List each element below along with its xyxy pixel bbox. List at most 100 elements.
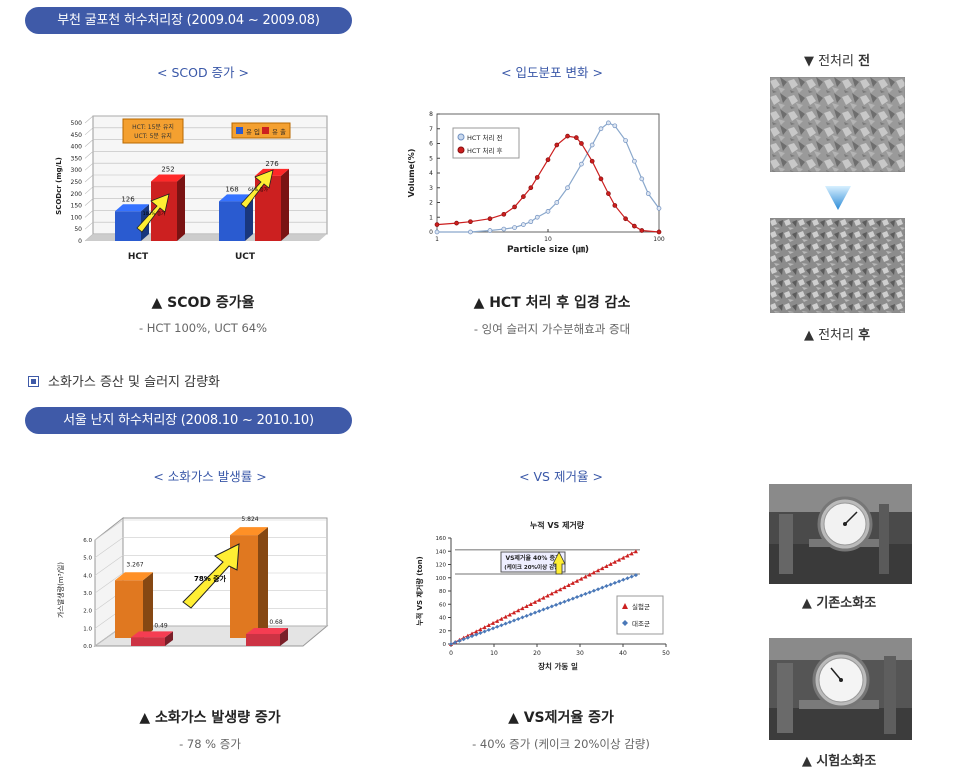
data-point [533, 599, 538, 604]
data-point [558, 601, 563, 606]
data-point [454, 220, 459, 226]
y-tick-label: 40 [439, 616, 446, 622]
data-point [575, 595, 580, 600]
annotation-line1: VS제거율 40% 증가 [505, 554, 561, 562]
photo-after-prefix: ▲ 전처리 [803, 328, 859, 343]
y-tick-label: 0 [429, 229, 433, 236]
y-tick-label: 0 [443, 642, 447, 648]
y-tick-label: 3.0 [83, 591, 92, 597]
bar-side [143, 572, 153, 638]
caption-scod-main: ▲ SCOD 증가율 [151, 295, 255, 311]
annotation-box [500, 551, 566, 573]
data-point [521, 222, 526, 227]
data-point [608, 561, 613, 566]
caption-vs-main: ▲ VS제거율 증가 [508, 710, 614, 726]
data-point [623, 138, 628, 143]
data-point [589, 142, 595, 148]
legend-label-ctrl: 대조군 [632, 620, 650, 628]
y-tick-label: 80 [439, 589, 446, 595]
data-point [487, 216, 493, 222]
data-point [545, 157, 551, 163]
grid-line-side [84, 139, 94, 147]
chart-scod-title: < SCOD 증가 > [157, 65, 249, 80]
digester-existing-caption: ▲ 기존소화조 [801, 596, 877, 611]
series-line [436, 135, 660, 233]
legend-swatch-outflow [262, 127, 269, 134]
data-point [554, 142, 560, 148]
x-tick-label: 30 [576, 650, 584, 657]
bar-side [258, 527, 268, 638]
data-point [465, 635, 470, 640]
data-point [558, 587, 563, 592]
digester-test-caption: ▲ 시험소화조 [801, 754, 877, 769]
data-point [600, 585, 605, 590]
grid-line-side [94, 519, 124, 541]
data-point [501, 211, 507, 217]
data-point [434, 229, 440, 235]
x-tick-label: 10 [544, 236, 552, 243]
legend-box [452, 127, 520, 159]
bar-value-label: 276 [265, 160, 279, 168]
x-axis-label: Particle size (㎛) [507, 245, 589, 255]
x-tick-label: 1 [435, 236, 439, 243]
legend-marker-before [457, 133, 465, 141]
data-point [570, 596, 575, 601]
bar-value-label: 5.824 [241, 516, 258, 523]
y-axis-label: Volume(%) [407, 149, 416, 198]
x-axis-label: 장치 가동 일 [538, 661, 578, 671]
data-point [633, 573, 638, 578]
grid-line-side [84, 233, 94, 242]
data-point [579, 161, 584, 167]
data-point [600, 566, 605, 571]
data-point [583, 591, 588, 596]
caption-gas: ▲ 소화가스 발생량 증가 - 78 % 증가 [80, 707, 340, 752]
data-point [534, 214, 540, 220]
legend-marker-after [457, 146, 465, 154]
bar-top [151, 174, 185, 182]
caption-particle-sub: - 잉여 슬러지 가수분해효과 증대 [473, 322, 631, 336]
grid-line-side [84, 210, 94, 218]
bar-top [246, 627, 288, 634]
data-point [478, 627, 483, 632]
data-point [470, 634, 475, 639]
data-point [486, 627, 491, 632]
data-point [478, 631, 483, 636]
bar-value-label: 252 [161, 166, 174, 174]
photo-after-bold: 후 [858, 328, 871, 343]
caption-particle-main: ▲ HCT 처리 후 입경 감소 [473, 295, 631, 311]
bar-side [177, 174, 185, 241]
data-point [587, 590, 592, 595]
y-tick-label: 4 [429, 170, 433, 177]
data-point [629, 551, 634, 556]
data-point [528, 219, 534, 225]
x-tick-label: 10 [490, 650, 498, 657]
legend-marker-exp [622, 603, 628, 609]
data-point [549, 591, 554, 596]
y-tick-label: 500 [71, 120, 83, 127]
data-point [501, 226, 507, 232]
y-tick-label: 4.0 [83, 573, 92, 579]
legend-note-hct: HCT: 15분 유지 [132, 123, 174, 131]
chart-vs: 누적 VS 제거량 0 20 40 60 80 100 120 140 160 0 10 20 30 40… [415, 520, 670, 671]
data-point [612, 203, 618, 208]
grid-line-side [84, 198, 94, 206]
photo-before-bold: 전 [858, 54, 871, 69]
y-tick-label: 8 [429, 111, 433, 118]
bar-side [165, 631, 173, 646]
bar [219, 201, 245, 241]
annotation-line2: (케이크 20%이상 감량) [504, 563, 562, 571]
legend-note-uct: UCT: 5분 유지 [134, 132, 172, 140]
data-point [486, 623, 491, 628]
legend-marker-ctrl [622, 620, 628, 626]
plant-title-bucheon: 부천 굴포천 하수처리장 (2009.04 ~ 2009.08) [25, 7, 352, 34]
data-point [512, 225, 517, 230]
data-point [579, 593, 584, 598]
data-point [645, 191, 651, 197]
grid-line-side [84, 221, 94, 230]
data-point [495, 624, 500, 629]
bar-value-label: 3.267 [126, 561, 143, 568]
data-point [528, 601, 533, 606]
legend-label-exp: 실험군 [632, 602, 650, 611]
x-tick-label: 20 [533, 650, 541, 657]
